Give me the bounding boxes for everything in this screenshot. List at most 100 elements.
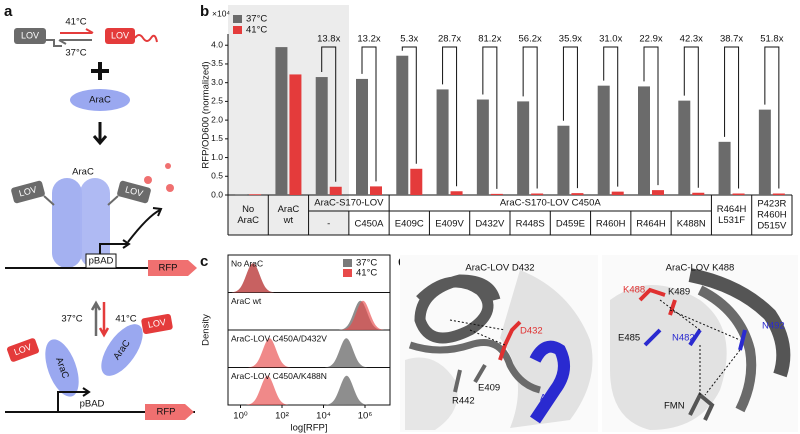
x-tick-label: R464H (717, 204, 747, 215)
residue-label: K489 (668, 287, 690, 298)
fold-change-label: 13.2x (357, 34, 380, 45)
residue-stick (498, 320, 522, 361)
bar (557, 125, 570, 195)
arac (70, 89, 130, 111)
fold-change-label: 56.2x (519, 34, 542, 45)
arac (52, 178, 82, 268)
y-tick-label: 4.0 (211, 39, 223, 49)
bar (638, 86, 650, 195)
bar (772, 193, 785, 195)
x-tick-label: AraC (237, 215, 259, 226)
residue-label: N482 (672, 333, 695, 344)
fold-bracket (603, 46, 619, 187)
bar (436, 89, 449, 195)
bar (315, 77, 328, 195)
fold-change-label: 22.9x (639, 34, 662, 45)
bar (571, 193, 584, 195)
panel-label: b (200, 3, 209, 20)
x-tick-label: E409V (435, 219, 464, 230)
rfp-dot (165, 163, 171, 169)
arrow (127, 207, 163, 243)
bar (611, 191, 624, 195)
interaction (449, 319, 506, 346)
lov-domain (141, 313, 173, 335)
y-tick-label: 2.0 (211, 114, 223, 124)
bar (758, 109, 771, 195)
plus (91, 62, 109, 80)
residue-label: E409 (478, 383, 500, 394)
fold-bracket (562, 46, 578, 189)
promoter-label: pBAD (80, 399, 105, 410)
beta-strand (697, 285, 757, 413)
fold-bracket (442, 46, 458, 187)
bar (652, 190, 664, 195)
panel-label: c (200, 253, 208, 270)
arac-label: AraC (72, 167, 94, 178)
bar (692, 192, 705, 195)
legend-label: 41°C (246, 25, 267, 36)
x-tick-label: No (242, 204, 254, 215)
rfp-dot (166, 184, 174, 192)
x-tick-label: K488N (677, 219, 706, 230)
x-tick-label: 10⁶ (358, 411, 373, 422)
bar (732, 193, 745, 195)
x-tick-label: wt (283, 215, 294, 226)
x-tick-label: R448S (516, 219, 545, 230)
residue-label: K488 (623, 285, 645, 296)
residue-label: D432 (520, 326, 543, 337)
reporter-label: RFP (157, 407, 176, 418)
axis-multiplier: ×10⁴ (212, 8, 230, 18)
fold-change-label: 81.2x (478, 34, 501, 45)
fold-change-label: 51.8x (760, 34, 783, 45)
transcription-arrow (57, 387, 91, 412)
bar (410, 168, 423, 195)
lov-label: LOV (21, 30, 39, 40)
group-label: AraC-S170-LOV (314, 198, 384, 209)
density-curve (325, 338, 368, 368)
lov-label: LOV (147, 317, 166, 330)
fold-bracket (643, 46, 659, 186)
density-curve (246, 375, 289, 405)
x-tick-label: E409C (395, 219, 424, 230)
legend-label: 37°C (356, 258, 377, 269)
fold-change-label: 5.3x (400, 34, 418, 45)
x-tick-label: 10⁴ (316, 411, 331, 422)
lov-domain (14, 28, 46, 44)
y-tick-label: 0.0 (211, 189, 223, 199)
bar (476, 99, 489, 195)
lov-label: LOV (124, 184, 144, 198)
group-label: AraC-S170-LOV C450A (500, 198, 602, 209)
bar (517, 101, 530, 195)
y-tick-label: 3.0 (211, 77, 223, 87)
row-label: AraC wt (231, 296, 262, 306)
x-tick-label: - (327, 219, 330, 230)
structure-right: AraC-LOV K488 K488 K489 E485 N482 N492 F… (602, 255, 798, 432)
y-tick-label: 2.5 (211, 96, 223, 106)
fold-change-label: 31.0x (599, 34, 622, 45)
y-tick-label: 0.5 (211, 171, 223, 181)
y-tick-label: 1.0 (211, 152, 223, 162)
fold-bracket (522, 46, 538, 189)
legend-swatch (343, 259, 352, 267)
fold-change-label: 13.8x (317, 34, 340, 45)
temperature-label: 37°C (65, 48, 86, 59)
row-label: AraC-LOV C450A/D432V (231, 333, 327, 343)
legend-swatch (343, 269, 352, 277)
cofactor-stick (688, 391, 715, 421)
helix-ribbon (414, 274, 501, 344)
bar (356, 78, 368, 195)
fold-change-label: 42.3x (680, 34, 703, 45)
lov-domain (105, 28, 135, 44)
row-label: No AraC (231, 258, 263, 268)
bar (275, 47, 288, 196)
row-label: AraC-LOV C450A/K488N (231, 371, 327, 381)
lov-label: LOV (111, 30, 129, 40)
y-tick-label: 1.5 (211, 133, 223, 143)
x-tick-label: D515V (757, 221, 787, 232)
y-tick-label: 3.5 (211, 58, 223, 68)
bar (718, 141, 731, 195)
bar (450, 191, 463, 195)
bar (678, 100, 691, 195)
density-curve (231, 263, 275, 293)
arrow (60, 28, 94, 34)
